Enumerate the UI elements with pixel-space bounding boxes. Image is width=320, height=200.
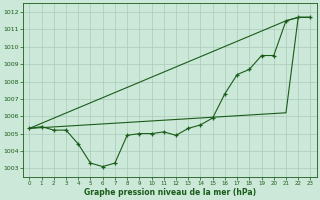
X-axis label: Graphe pression niveau de la mer (hPa): Graphe pression niveau de la mer (hPa) <box>84 188 256 197</box>
